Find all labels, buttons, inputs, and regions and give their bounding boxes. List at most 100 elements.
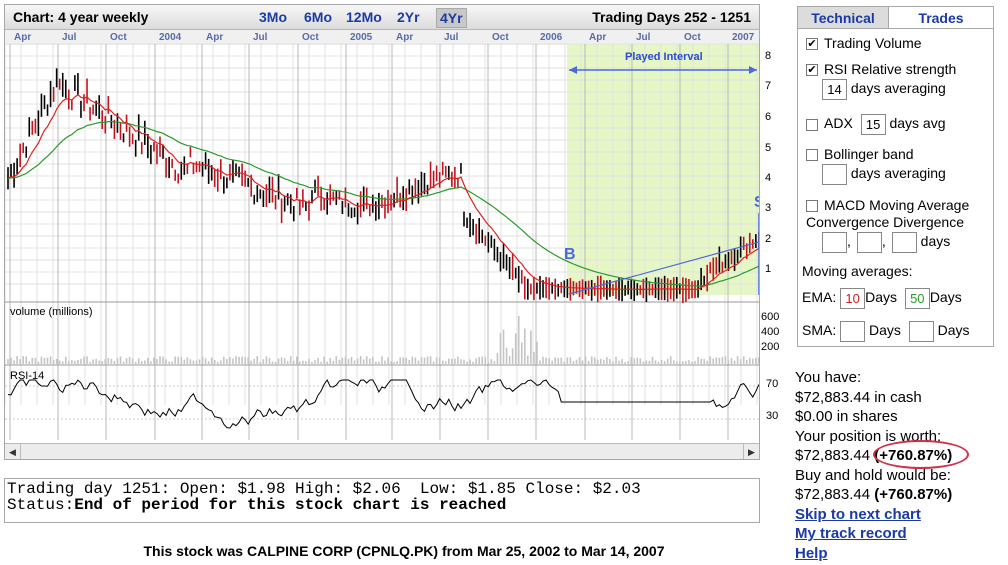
chart-canvas[interactable]: Played Interval B Svolume (millions) RSI-14 — [5, 30, 759, 443]
macd-days-row: ,, days — [822, 232, 950, 253]
adx-row: ADX 15 days avg — [806, 114, 946, 135]
rsi-days-input[interactable]: 14 — [822, 79, 847, 100]
ema-long-suffix: Days — [929, 289, 962, 306]
time-label: Oct — [684, 32, 701, 43]
chart-header: Chart: 4 year weekly 3Mo 6Mo 12Mo 2Yr 4Y… — [5, 5, 759, 30]
ema-short-input[interactable]: 10 — [840, 288, 866, 309]
rsi-tick: 30 — [766, 410, 779, 422]
rsi-label: RSI Relative strength — [824, 61, 957, 77]
range-12mo-button[interactable]: 12Mo — [346, 9, 382, 25]
buyhold-value: $72,883.44 — [795, 486, 871, 503]
buy-marker: B — [564, 246, 576, 263]
price-tick: 4 — [765, 172, 772, 184]
bollinger-row: Bollinger band — [806, 146, 914, 162]
settings-panel: Technical Trades ✔ Trading Volume ✔ RSI Re… — [797, 6, 994, 347]
ema-10-line — [7, 93, 759, 291]
bollinger-days-suffix: days averaging — [850, 165, 946, 182]
status-line-2: Status:End of period for this stock char… — [7, 497, 757, 513]
sma-long-suffix: Days — [937, 322, 970, 339]
price-tick: 2 — [765, 233, 772, 245]
range-2yr-button[interactable]: 2Yr — [397, 9, 420, 25]
time-axis-strip — [5, 30, 759, 45]
macd-input-3[interactable] — [891, 232, 917, 253]
price-tick: 8 — [765, 50, 772, 62]
volume-tick: 600 — [761, 311, 780, 323]
buyhold-percent: (+760.87%) — [874, 486, 953, 503]
time-label: 2004 — [159, 32, 182, 43]
time-label: Apr — [206, 32, 224, 43]
time-label: Jul — [62, 32, 77, 43]
arrow-left-head — [569, 66, 577, 74]
trading-volume-label: Trading Volume — [824, 35, 922, 51]
help-link[interactable]: Help — [795, 544, 828, 562]
sma-long-input[interactable] — [908, 321, 934, 342]
adx-days-input[interactable]: 15 — [860, 114, 886, 135]
time-label: 2005 — [350, 32, 373, 43]
cash-value: $72,883.44 in cash — [795, 388, 922, 406]
sma-short-suffix: Days — [869, 322, 901, 339]
status-box: Trading day 1251: Open: $1.98 High: $2.0… — [4, 478, 760, 523]
moving-averages-label: Moving averages: — [802, 263, 913, 279]
ema-row: EMA: 10 Days 50 Days — [802, 288, 962, 309]
track-record-link[interactable]: My track record — [795, 525, 907, 542]
price-tick: 5 — [765, 142, 772, 154]
rsi-label: RSI-14 — [10, 370, 44, 382]
sma-short-input[interactable] — [840, 321, 866, 342]
chart-scrollbar[interactable]: ◀ ▶ — [5, 443, 759, 459]
volume-tick: 400 — [761, 326, 780, 338]
time-label: Jul — [253, 32, 268, 43]
chart-frame: Chart: 4 year weekly 3Mo 6Mo 12Mo 2Yr 4Y… — [4, 4, 760, 460]
status-message: End of period for this stock chart is re… — [74, 496, 507, 514]
adx-label: ADX — [824, 115, 853, 132]
buyhold-label: Buy and hold would be: — [795, 466, 951, 484]
trading-volume-checkbox[interactable]: ✔ — [806, 38, 818, 51]
scroll-right-button[interactable]: ▶ — [743, 444, 759, 459]
bollinger-checkbox[interactable] — [806, 149, 818, 162]
bollinger-label: Bollinger band — [824, 146, 914, 162]
macd-label-1: MACD Moving Average — [824, 197, 970, 213]
time-label: Oct — [492, 32, 509, 43]
time-label: Apr — [396, 32, 414, 43]
sma-label: SMA: — [802, 322, 837, 339]
bollinger-days-input[interactable] — [822, 164, 847, 185]
price-tick: 1 — [765, 263, 772, 275]
time-label: Jul — [636, 32, 651, 43]
range-6mo-button[interactable]: 6Mo — [304, 9, 332, 25]
rsi-line — [7, 378, 759, 429]
rsi-days-row: 14 days averaging — [822, 79, 946, 100]
time-label: Oct — [302, 32, 319, 43]
rsi-days-suffix: days averaging — [850, 80, 946, 97]
shares-value: $0.00 in shares — [795, 408, 898, 425]
highlight-ellipse — [873, 440, 969, 469]
chart-title: Chart: 4 year weekly — [13, 9, 149, 25]
time-label: 2007 — [732, 32, 755, 43]
macd-input-1[interactable] — [822, 232, 847, 253]
time-label: Apr — [14, 32, 32, 43]
time-label: Apr — [589, 32, 607, 43]
macd-checkbox[interactable] — [806, 200, 818, 213]
you-have-label: You have: — [795, 369, 862, 386]
time-label: Oct — [110, 32, 127, 43]
volume-tick: 200 — [761, 341, 780, 353]
adx-checkbox[interactable] — [806, 118, 818, 131]
ema-long-input[interactable]: 50 — [904, 288, 930, 309]
time-label: 2006 — [540, 32, 563, 43]
ema-short-suffix: Days — [865, 289, 898, 306]
macd-input-2[interactable] — [856, 232, 882, 253]
tab-trades[interactable]: Trades — [889, 7, 993, 29]
range-4yr-button[interactable]: 4Yr — [436, 8, 467, 28]
sma-row: SMA: Days Days — [802, 321, 970, 342]
account-summary: You have: $72,883.44 in cash $0.00 in sh… — [795, 368, 995, 563]
rsi-checkbox[interactable]: ✔ — [806, 64, 818, 77]
range-3mo-button[interactable]: 3Mo — [259, 9, 287, 25]
macd-days-suffix: days — [920, 233, 951, 250]
stock-footer: This stock was CALPINE CORP (CPNLQ.PK) f… — [143, 543, 665, 559]
skip-next-chart-link[interactable]: Skip to next chart — [795, 505, 921, 523]
rsi-row: ✔ RSI Relative strength — [806, 61, 956, 77]
price-tick: 3 — [765, 202, 772, 214]
trading-volume-row: ✔ Trading Volume — [806, 35, 922, 51]
ema-label: EMA: — [802, 289, 837, 306]
scroll-left-button[interactable]: ◀ — [5, 444, 21, 459]
tab-technical[interactable]: Technical — [798, 7, 889, 29]
time-label: Jul — [444, 32, 459, 43]
